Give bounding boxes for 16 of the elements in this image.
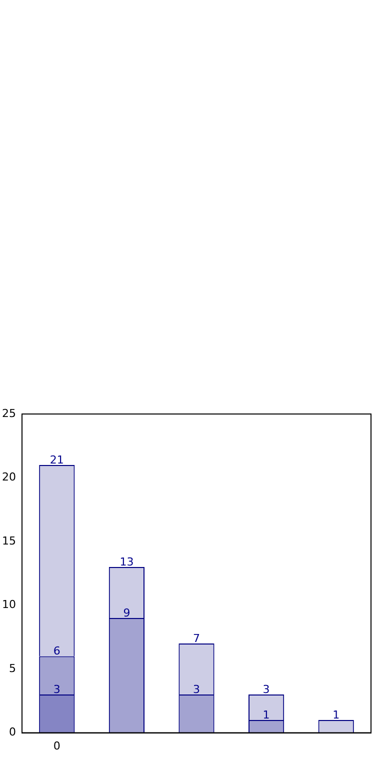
data-label: 3 (193, 682, 200, 696)
y-tick-label: 10 (2, 598, 16, 612)
total-label: 21 (50, 453, 64, 466)
y-tick-label: 25 (2, 406, 16, 420)
annotation: 6 (53, 644, 60, 658)
y-tick-label: 20 (2, 470, 16, 484)
total-label: 3 (262, 682, 270, 696)
data-label: 9 (123, 606, 130, 620)
total-label: 13 (120, 555, 134, 568)
total-label: 1 (332, 708, 340, 722)
y-tick-label: 0 (8, 726, 16, 739)
total-label: 7 (193, 632, 200, 645)
data-label: 1 (262, 708, 270, 722)
y-tick-label: 5 (8, 662, 16, 675)
data-label: 3 (53, 682, 60, 696)
y-tick-label: 15 (2, 534, 16, 548)
